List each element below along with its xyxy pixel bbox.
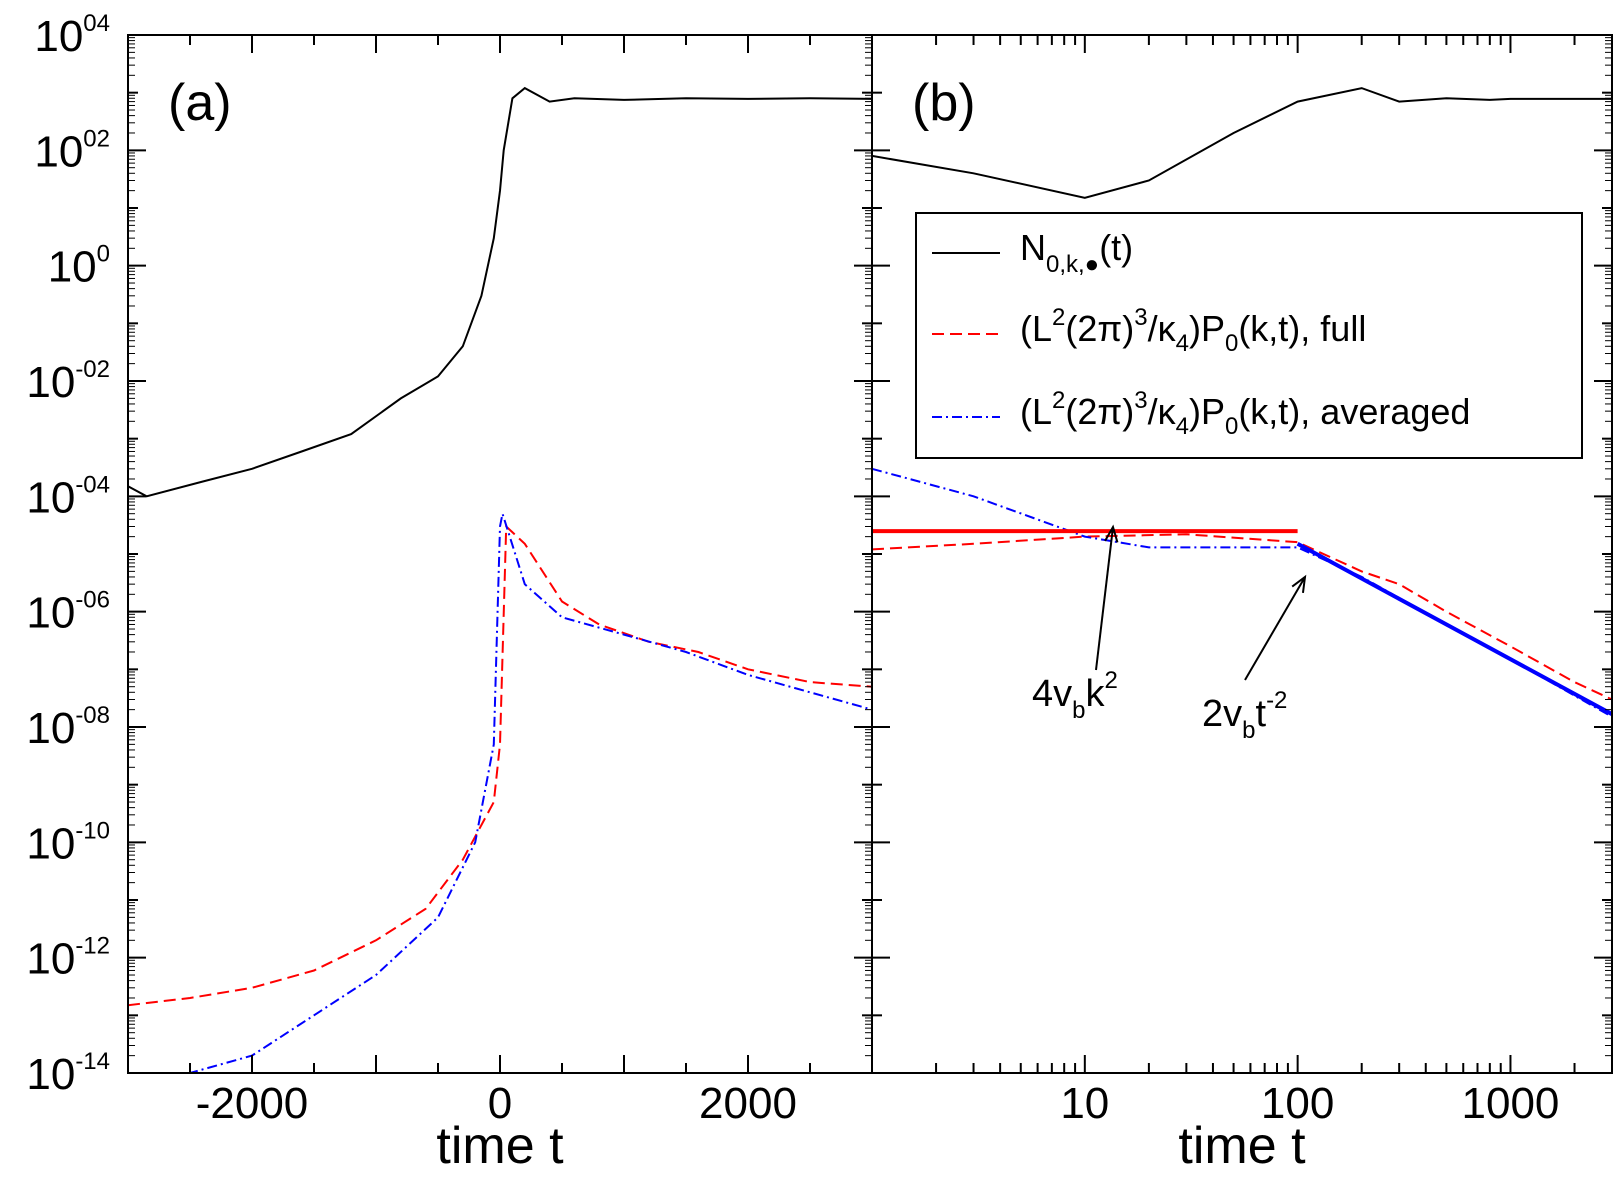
panel-a-label: (a) bbox=[168, 74, 232, 132]
legend-full-h: 0 bbox=[1225, 330, 1238, 357]
panel-b-x-tick-label: 100 bbox=[1261, 1079, 1334, 1128]
panel-a-y-tick-label: 10-08 bbox=[26, 702, 110, 753]
annotation-arrow-4vbk2 bbox=[1095, 526, 1114, 671]
legend-avg-d: 3 bbox=[1134, 387, 1147, 414]
y-tick-base: 10 bbox=[26, 358, 75, 407]
y-tick-exp: -10 bbox=[75, 817, 110, 844]
y-tick-exp: -08 bbox=[75, 702, 110, 729]
arrow1-head bbox=[1104, 524, 1119, 543]
panel-b-series bbox=[872, 87, 1612, 718]
legend-full-a: (L bbox=[1020, 308, 1052, 349]
y-tick-exp: -12 bbox=[75, 933, 110, 960]
legend-full-c: (2π) bbox=[1065, 308, 1134, 349]
anno2-sub: b bbox=[1242, 717, 1255, 744]
legend-full-f: 4 bbox=[1176, 330, 1189, 357]
y-tick-base: 10 bbox=[26, 819, 75, 868]
annotation-2vbt-2-text: 2vbt-2 bbox=[1202, 687, 1287, 744]
legend-full-e: /κ bbox=[1148, 308, 1177, 349]
panel-b-ticks bbox=[871, 34, 1613, 1074]
panel-a-y-tick-label: 10-14 bbox=[26, 1048, 110, 1099]
panel-b-x-tick-label: 10 bbox=[1060, 1079, 1109, 1128]
anno2-base: 2v bbox=[1202, 693, 1242, 735]
legend-label-avg: (L2(2π)3/κ4)P0(k,t), averaged bbox=[1020, 387, 1470, 440]
annotation-arrow-2vbt-2 bbox=[1244, 576, 1306, 681]
panel-a-y-tick-label: 10-02 bbox=[26, 356, 110, 407]
panel-b-x-tick-label: 1000 bbox=[1462, 1079, 1560, 1128]
legend-label-full: (L2(2π)3/κ4)P0(k,t), full bbox=[1020, 304, 1366, 357]
legend-avg-f: 4 bbox=[1176, 413, 1189, 440]
y-tick-base: 10 bbox=[48, 243, 97, 292]
y-tick-base: 10 bbox=[34, 127, 83, 176]
panel-b-line-fit_powerlaw bbox=[1296, 542, 1612, 716]
y-tick-base: 10 bbox=[26, 589, 75, 638]
y-tick-base: 10 bbox=[26, 704, 75, 753]
panel-b-x-tick-labels: 10 100 1000 bbox=[1060, 1079, 1559, 1128]
y-tick-exp: -14 bbox=[75, 1048, 110, 1075]
legend-avg-i: (k,t), averaged bbox=[1238, 391, 1470, 432]
anno2-after: t bbox=[1256, 693, 1267, 735]
arrow2-head bbox=[1291, 574, 1307, 593]
panel-a-y-tick-label: 10-10 bbox=[26, 817, 110, 868]
panel-a-x-tick-label: 0 bbox=[488, 1079, 512, 1128]
panel-a-y-tick-labels: 10-1410-1210-1010-0810-0610-0410-0210010… bbox=[26, 10, 110, 1099]
legend-box bbox=[915, 212, 1583, 459]
panel-b-line-N bbox=[872, 87, 1612, 199]
y-tick-base: 10 bbox=[26, 473, 75, 522]
panel-a-x-tick-labels: -2000 0 2000 bbox=[196, 1079, 797, 1128]
legend-avg-c: (2π) bbox=[1065, 391, 1134, 432]
anno1-base: 4v bbox=[1032, 673, 1072, 715]
panel-b-frame bbox=[871, 34, 1613, 1074]
y-tick-exp: -02 bbox=[75, 356, 110, 383]
panel-b-x-axis-title: time t bbox=[1178, 1117, 1306, 1175]
annotation-4vbk2: 4vbk2 bbox=[1032, 524, 1119, 724]
legend-avg-e: /κ bbox=[1148, 391, 1177, 432]
y-tick-base: 10 bbox=[26, 1050, 75, 1099]
legend-n-main: N bbox=[1020, 227, 1046, 268]
legend-n-tail: (t) bbox=[1099, 227, 1133, 268]
y-tick-exp: 02 bbox=[83, 125, 110, 152]
panel-b-label: (b) bbox=[912, 74, 976, 132]
y-tick-exp: 0 bbox=[97, 241, 110, 268]
panel-b-line-P_avg bbox=[872, 467, 1612, 718]
panel-a-series bbox=[128, 86, 872, 1073]
panel-a-y-tick-label: 1002 bbox=[34, 125, 110, 176]
anno1-sub: b bbox=[1072, 697, 1085, 724]
panel-a-x-tick-label: -2000 bbox=[196, 1079, 309, 1128]
anno1-after: k bbox=[1086, 673, 1106, 715]
panel-b: (b) time t 10 100 1000 4vbk2 2vbt-2 N0,k,●… bbox=[871, 34, 1613, 1175]
y-tick-exp: -04 bbox=[75, 471, 110, 498]
y-tick-exp: 04 bbox=[83, 10, 110, 37]
legend-avg-a: (L bbox=[1020, 391, 1052, 432]
panel-a: (a) time t -2000 0 2000 10-1410-1210-1010-… bbox=[26, 10, 873, 1175]
annotation-4vbk2-text: 4vbk2 bbox=[1032, 667, 1118, 724]
anno1-sup: 2 bbox=[1105, 667, 1118, 694]
panel-a-y-tick-label: 10-06 bbox=[26, 587, 110, 638]
panel-a-y-tick-label: 1004 bbox=[34, 10, 110, 61]
legend-full-g: )P bbox=[1189, 308, 1225, 349]
anno2-sup: -2 bbox=[1266, 687, 1287, 714]
legend-avg-h: 0 bbox=[1225, 413, 1238, 440]
panel-a-line-P_full bbox=[128, 524, 872, 1007]
panel-b-line-P_full bbox=[872, 533, 1612, 701]
legend-full-b: 2 bbox=[1052, 304, 1065, 331]
legend-avg-g: )P bbox=[1189, 391, 1225, 432]
panel-a-line-N bbox=[128, 86, 872, 498]
panel-a-line-P_avg bbox=[128, 513, 872, 1073]
annotation-2vbt-2: 2vbt-2 bbox=[1202, 574, 1307, 744]
legend-full-i: (k,t), full bbox=[1238, 308, 1366, 349]
panel-a-x-tick-label: 2000 bbox=[699, 1079, 797, 1128]
y-tick-exp: -06 bbox=[75, 587, 110, 614]
legend-avg-b: 2 bbox=[1052, 387, 1065, 414]
panel-a-x-axis-title: time t bbox=[436, 1117, 564, 1175]
legend-full-d: 3 bbox=[1134, 304, 1147, 331]
panel-a-y-tick-label: 10-12 bbox=[26, 933, 110, 984]
legend-label-n: N0,k,●(t) bbox=[1020, 227, 1133, 278]
panel-a-y-tick-label: 100 bbox=[48, 241, 110, 292]
y-tick-base: 10 bbox=[26, 935, 75, 984]
legend-n-sub: 0,k,● bbox=[1046, 251, 1099, 278]
legend: N0,k,●(t) (L2(2π)3/κ4)P0(k,t), full (L2(… bbox=[915, 212, 1583, 459]
y-tick-base: 10 bbox=[34, 12, 83, 61]
panel-a-y-tick-label: 10-04 bbox=[26, 471, 110, 522]
